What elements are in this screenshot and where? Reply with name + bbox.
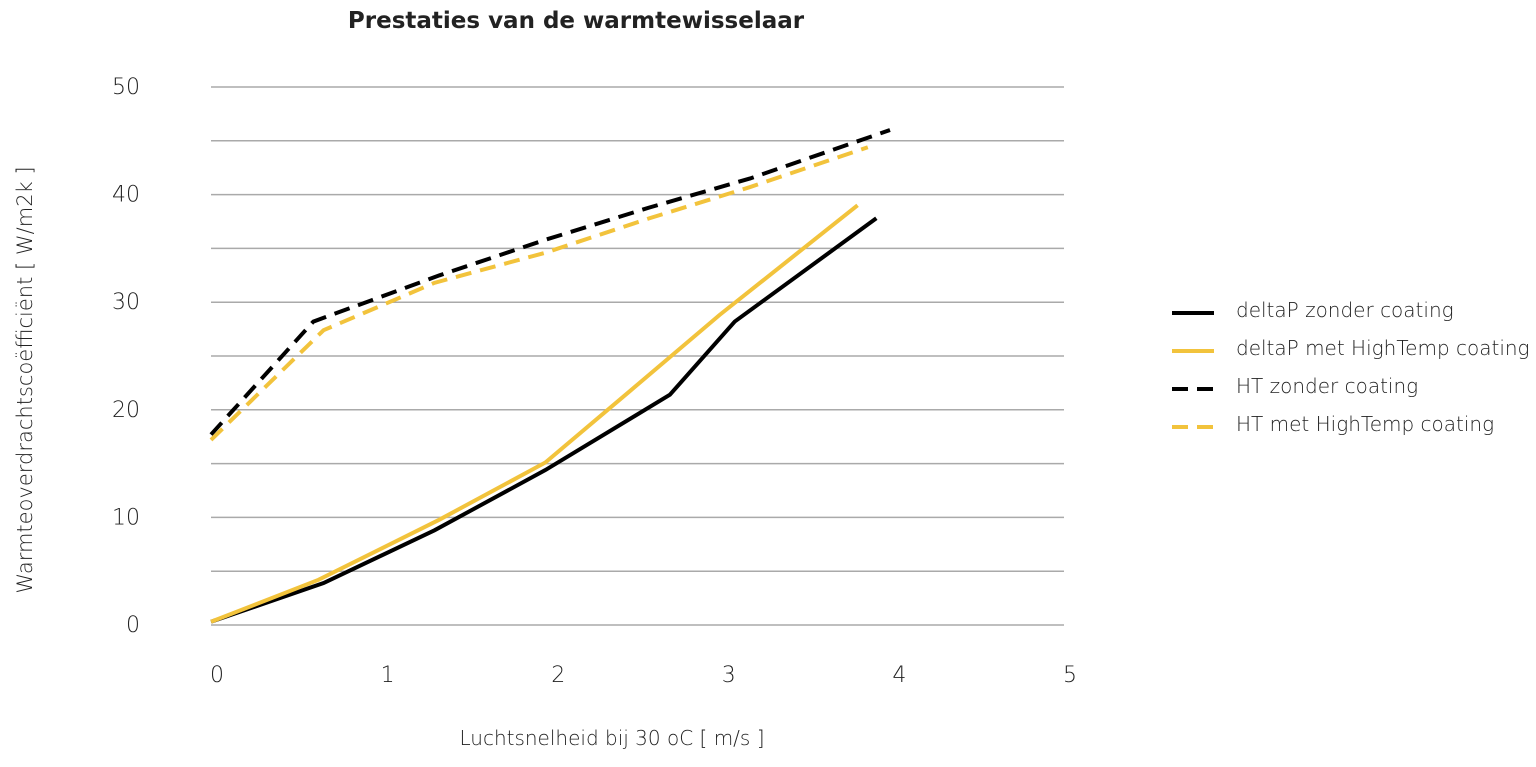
legend-label: deltaP met HighTemp coating	[1236, 336, 1530, 360]
legend-label: HT met HighTemp coating	[1236, 412, 1494, 436]
y-tick-label: 0	[126, 613, 140, 638]
series-line	[209, 128, 891, 436]
series-line	[209, 145, 869, 442]
x-tick-label: 3	[722, 663, 736, 688]
x-tick-label: 4	[892, 663, 906, 688]
series-line	[210, 216, 878, 624]
y-tick-label: 50	[112, 75, 140, 100]
legend-label: HT zonder coating	[1236, 374, 1418, 398]
legend-label: deltaP zonder coating	[1236, 298, 1454, 322]
x-axis-label: Luchtsnelheid bij 30 oC [ m/s ]	[459, 726, 764, 750]
y-tick-label: 10	[112, 505, 140, 530]
x-tick-label: 1	[381, 663, 395, 688]
y-axis-label: Warmteoverdrachtscoëfficiënt [ W/m2k ]	[13, 166, 37, 593]
y-tick-label: 30	[112, 290, 140, 315]
y-tick-label: 20	[112, 398, 140, 423]
chart-title: Prestaties van de warmtewisselaar	[348, 8, 805, 34]
x-tick-label: 0	[210, 663, 224, 688]
x-tick-label: 5	[1063, 663, 1077, 688]
y-tick-label: 40	[112, 183, 140, 208]
x-tick-label: 2	[551, 663, 565, 688]
series-line	[210, 203, 859, 624]
